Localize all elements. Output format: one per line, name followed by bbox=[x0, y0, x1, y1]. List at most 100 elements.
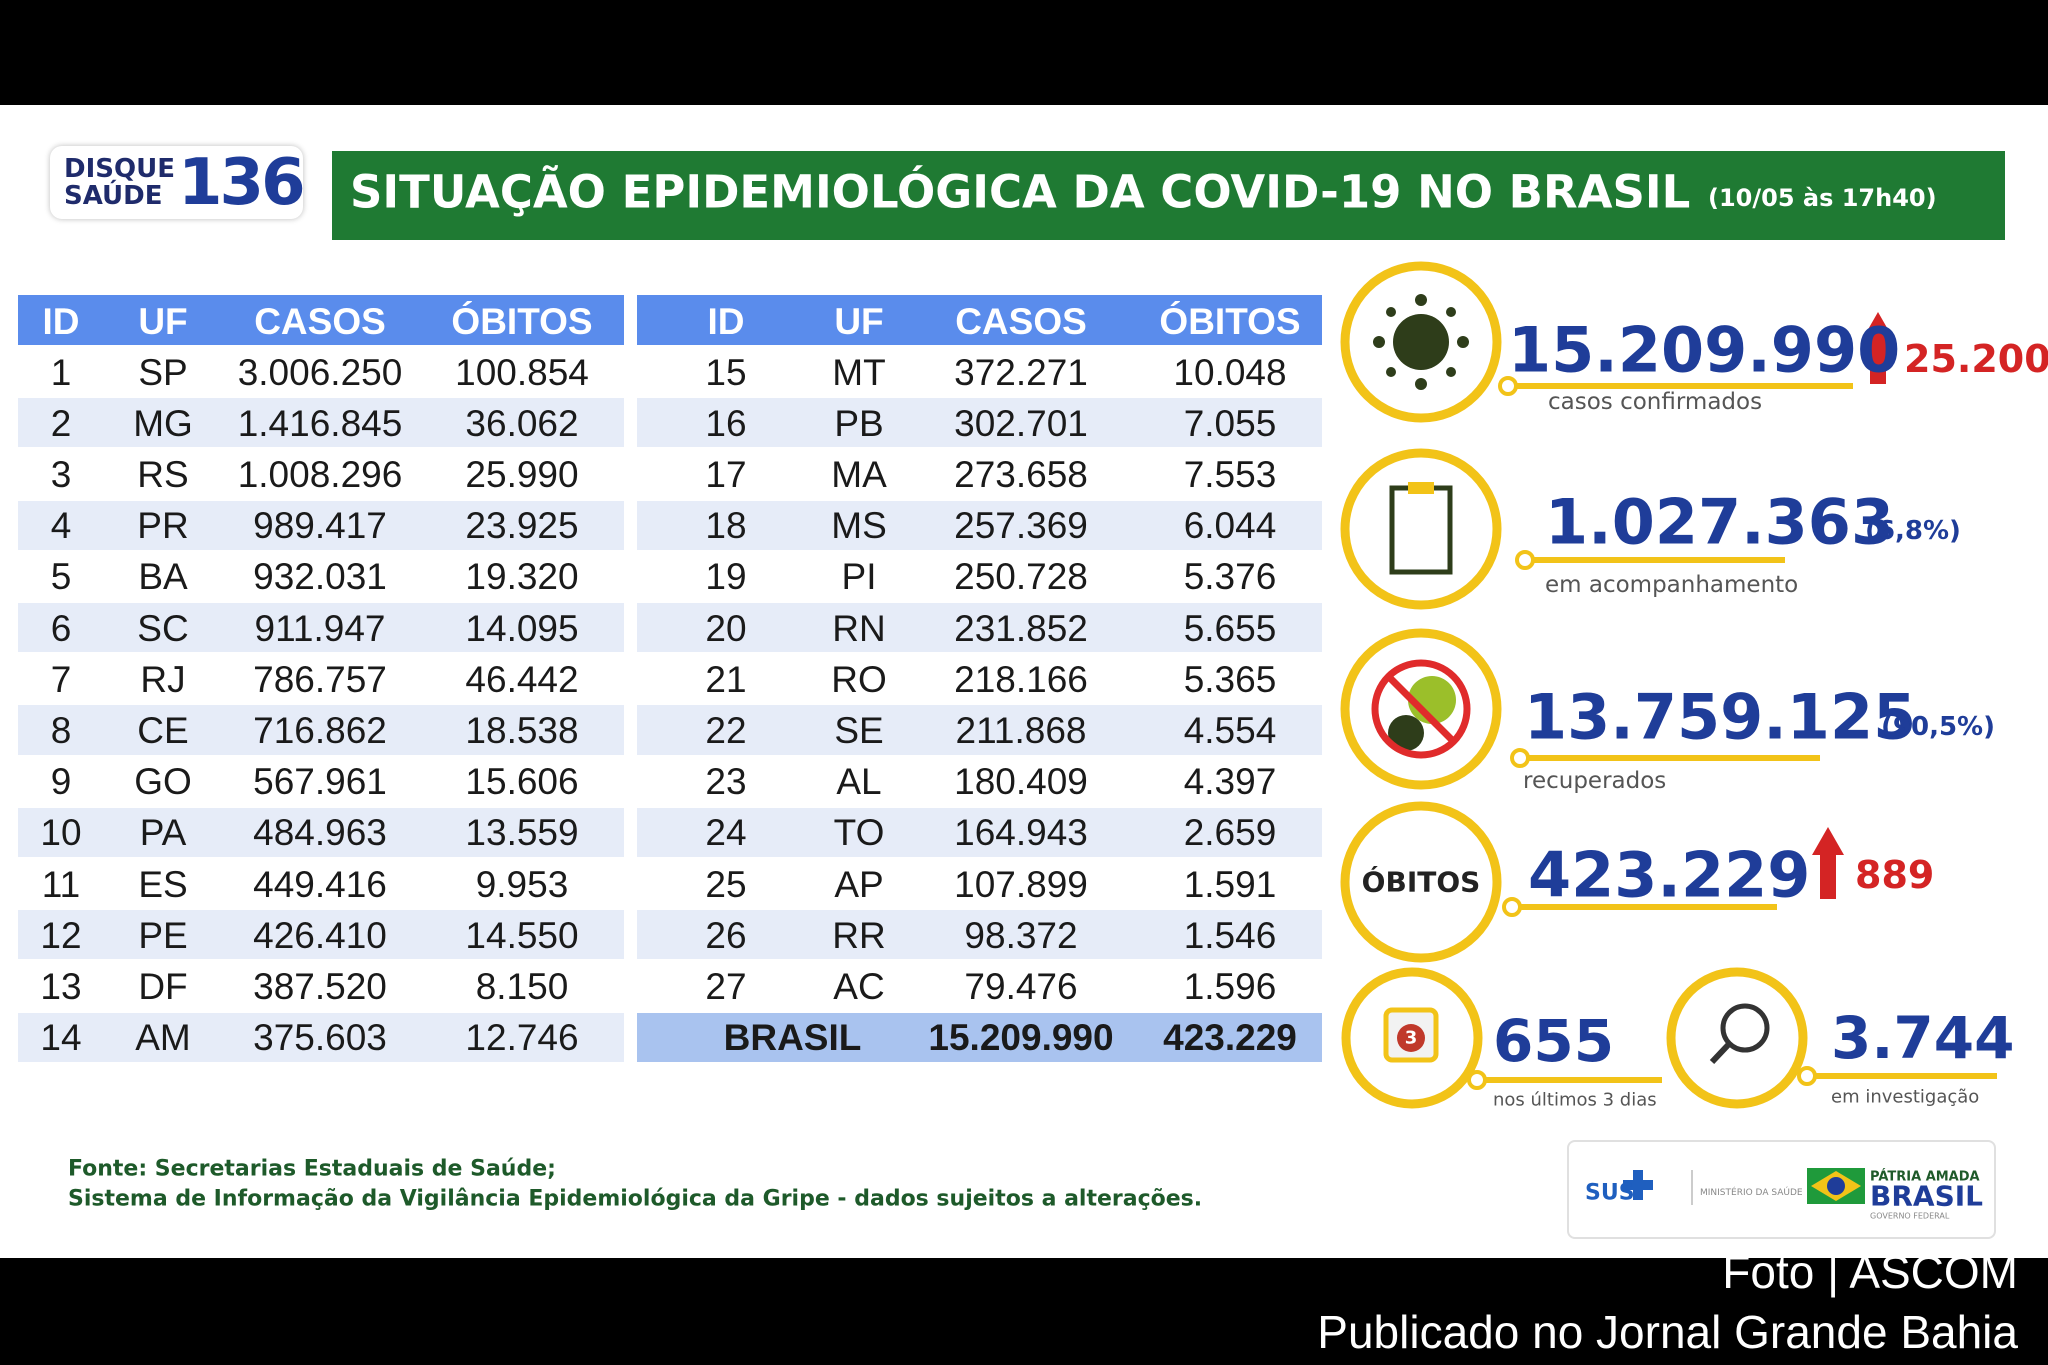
row-shade bbox=[637, 398, 1322, 448]
cell: 25.990 bbox=[465, 454, 579, 495]
cell: PE bbox=[138, 914, 188, 956]
cell: 15.606 bbox=[465, 761, 579, 803]
cell: RN bbox=[832, 607, 886, 649]
cell: 1.416.845 bbox=[237, 402, 403, 444]
column-header: ÓBITOS bbox=[451, 301, 593, 342]
cell: 9.953 bbox=[475, 863, 569, 905]
cell: 21 bbox=[705, 658, 747, 700]
stat-label: casos confirmados bbox=[1548, 389, 1763, 415]
stat-change: 25.200 bbox=[1904, 337, 2048, 381]
cell: 15 bbox=[705, 351, 747, 393]
cell: 98.372 bbox=[964, 914, 1078, 956]
cell: 273.658 bbox=[954, 454, 1088, 495]
cell: 6 bbox=[50, 607, 72, 649]
cell: 716.862 bbox=[253, 710, 387, 751]
stat-change: 889 bbox=[1855, 853, 1935, 897]
source-note: Sistema de Informação da Vigilância Epid… bbox=[68, 1186, 1203, 1212]
caption-bar bbox=[0, 1258, 2048, 1365]
cell: 180.409 bbox=[954, 761, 1088, 803]
timestamp: (10/05 às 17h40) bbox=[1708, 184, 1937, 212]
row-shade bbox=[18, 807, 624, 857]
cell: 1.008.296 bbox=[237, 454, 403, 495]
logo-ministry: MINISTÉRIO DA SAÚDE bbox=[1700, 1188, 1803, 1198]
cell: 25 bbox=[705, 863, 747, 905]
cell: AC bbox=[833, 966, 885, 1007]
cell: 372.271 bbox=[954, 351, 1088, 393]
cell: 13 bbox=[40, 966, 82, 1007]
cell: RJ bbox=[140, 658, 186, 700]
column-header: UF bbox=[834, 301, 884, 342]
cell: 449.416 bbox=[253, 863, 387, 905]
cell: RS bbox=[137, 454, 189, 495]
stat-label: em acompanhamento bbox=[1545, 572, 1799, 598]
stat-underline bbox=[1512, 904, 1777, 910]
row-shade bbox=[18, 705, 624, 755]
hotline-line2: SAÚDE bbox=[64, 181, 163, 211]
cell: SC bbox=[137, 607, 189, 649]
cell: 100.854 bbox=[455, 351, 589, 393]
stat-label: em investigação bbox=[1831, 1086, 1980, 1108]
cell: SP bbox=[138, 351, 188, 393]
cell: 231.852 bbox=[954, 607, 1088, 649]
cell: BA bbox=[138, 556, 188, 598]
cell: 250.728 bbox=[954, 556, 1088, 598]
row-shade bbox=[18, 500, 624, 550]
cell: 10.048 bbox=[1173, 351, 1287, 393]
cell: 17 bbox=[705, 454, 747, 495]
stat-share: (6,8%) bbox=[1865, 516, 1961, 546]
cell: AM bbox=[135, 1017, 191, 1059]
total-cell: 423.229 bbox=[1163, 1017, 1297, 1059]
cell: 107.899 bbox=[954, 863, 1088, 905]
cell: RR bbox=[832, 914, 886, 956]
column-header: ÓBITOS bbox=[1159, 301, 1301, 342]
stat-underline bbox=[1807, 1073, 1997, 1079]
cell: 23.925 bbox=[465, 505, 579, 547]
stat-dot bbox=[1515, 550, 1535, 570]
cell: 13.559 bbox=[465, 812, 579, 854]
stat-dot bbox=[1510, 748, 1530, 768]
stat-dot bbox=[1498, 376, 1518, 396]
cell: 12.746 bbox=[465, 1017, 579, 1059]
stat-dot bbox=[1502, 897, 1522, 917]
photo-credit: Foto | ASCOM bbox=[1722, 1246, 2018, 1298]
cell: DF bbox=[138, 966, 188, 1007]
total-cell: 15.209.990 bbox=[928, 1017, 1114, 1059]
stat-value: 13.759.125 bbox=[1524, 680, 1917, 754]
stat-underline bbox=[1477, 1077, 1662, 1083]
cell: 989.417 bbox=[253, 505, 387, 547]
cell: 8 bbox=[50, 710, 72, 751]
cell: 786.757 bbox=[253, 658, 387, 700]
cell: ES bbox=[138, 863, 188, 905]
cell: 23 bbox=[705, 761, 747, 803]
cell: 302.701 bbox=[954, 402, 1088, 444]
cell: 18.538 bbox=[465, 710, 579, 751]
cell: 5.376 bbox=[1183, 556, 1277, 598]
cell: 14.550 bbox=[465, 914, 579, 956]
cell: 22 bbox=[705, 710, 747, 751]
logos-art bbox=[1623, 1168, 1865, 1205]
cell: 8.150 bbox=[475, 966, 569, 1007]
cell: 1.596 bbox=[1183, 966, 1277, 1007]
cell: 4 bbox=[50, 505, 72, 547]
cell: 46.442 bbox=[465, 658, 579, 700]
total-row bbox=[637, 1012, 1322, 1062]
cell: 5.365 bbox=[1183, 658, 1277, 700]
column-header: ID bbox=[42, 301, 80, 342]
cell: 12 bbox=[40, 914, 82, 956]
cell: 36.062 bbox=[465, 402, 579, 444]
cell: 932.031 bbox=[253, 556, 387, 598]
cell: 4.554 bbox=[1183, 710, 1277, 751]
stat-underline bbox=[1520, 755, 1820, 761]
cell: 911.947 bbox=[254, 607, 386, 649]
logo-motto: PÁTRIA AMADA bbox=[1870, 1169, 1980, 1185]
cell: 18 bbox=[705, 505, 747, 547]
cell: PB bbox=[834, 402, 884, 444]
cell: MG bbox=[133, 402, 193, 444]
row-shade bbox=[637, 500, 1322, 550]
cell: 4.397 bbox=[1183, 761, 1277, 803]
row-shade bbox=[18, 603, 624, 653]
cell: RO bbox=[831, 658, 887, 700]
cell: 2.659 bbox=[1183, 812, 1277, 854]
